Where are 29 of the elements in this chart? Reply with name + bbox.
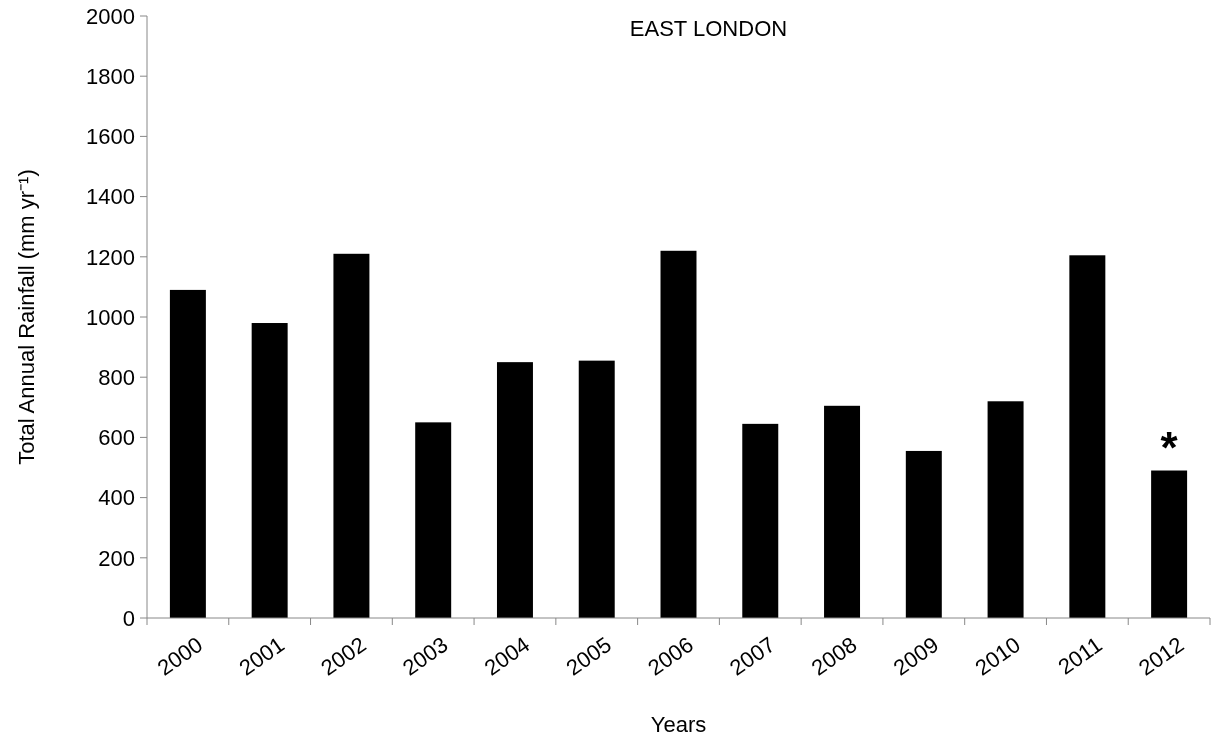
y-tick-label: 200 <box>98 545 135 571</box>
bar <box>169 289 206 618</box>
y-tick-label: 0 <box>122 605 135 631</box>
y-tick-label: 1000 <box>86 304 135 330</box>
y-tick-label: 1600 <box>86 124 135 150</box>
y-tick-label: 600 <box>98 425 135 451</box>
bar <box>987 401 1024 618</box>
y-tick-label: 400 <box>98 485 135 511</box>
bar <box>905 450 942 618</box>
bar <box>660 250 697 618</box>
bar <box>251 323 288 618</box>
y-tick-label: 2000 <box>86 3 135 29</box>
y-tick-label: 800 <box>98 364 135 390</box>
y-tick-label: 1400 <box>86 184 135 210</box>
bar <box>496 362 533 618</box>
bar <box>1069 255 1106 618</box>
y-axis-title: Total Annual Rainfall (mm yr⁻¹) <box>14 169 39 465</box>
bar <box>824 405 861 618</box>
x-tick-label: 2011 <box>1053 631 1107 680</box>
bar <box>742 423 779 618</box>
x-axis-title: Years <box>650 712 707 737</box>
bar <box>333 253 370 618</box>
annotation: * <box>1160 422 1179 472</box>
bar <box>1151 470 1188 618</box>
y-tick-label: 1800 <box>86 63 135 89</box>
y-tick-label: 1200 <box>86 244 135 270</box>
bar <box>415 422 452 618</box>
chart-title: EAST LONDON <box>629 16 788 41</box>
bar <box>578 360 615 618</box>
